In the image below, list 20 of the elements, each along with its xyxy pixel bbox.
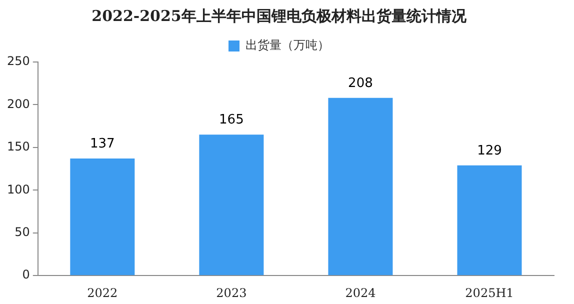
data-label: 137 <box>90 136 115 152</box>
x-tick-label: 2023 <box>216 286 247 300</box>
bar <box>70 158 135 276</box>
x-tick-label: 2025H1 <box>465 286 514 300</box>
y-tick-label: 100 <box>7 182 30 196</box>
data-label: 208 <box>348 76 373 91</box>
x-tick-label: 2024 <box>345 286 376 300</box>
y-tick-label: 0 <box>22 268 30 282</box>
chart-title: 2022-2025年上半年中国锂电负极材料出货量统计情况 <box>92 6 468 25</box>
y-tick-label: 150 <box>7 140 30 154</box>
data-label: 165 <box>219 112 244 128</box>
bar <box>457 165 522 276</box>
y-tick-label: 250 <box>7 54 30 68</box>
data-label: 129 <box>477 143 502 158</box>
x-tick-label: 2022 <box>87 286 118 300</box>
bar <box>199 134 264 276</box>
bar <box>328 98 393 276</box>
y-tick-label: 200 <box>7 96 30 111</box>
legend-label: 出货量（万吨） <box>246 38 330 52</box>
y-tick-label: 50 <box>14 225 30 240</box>
